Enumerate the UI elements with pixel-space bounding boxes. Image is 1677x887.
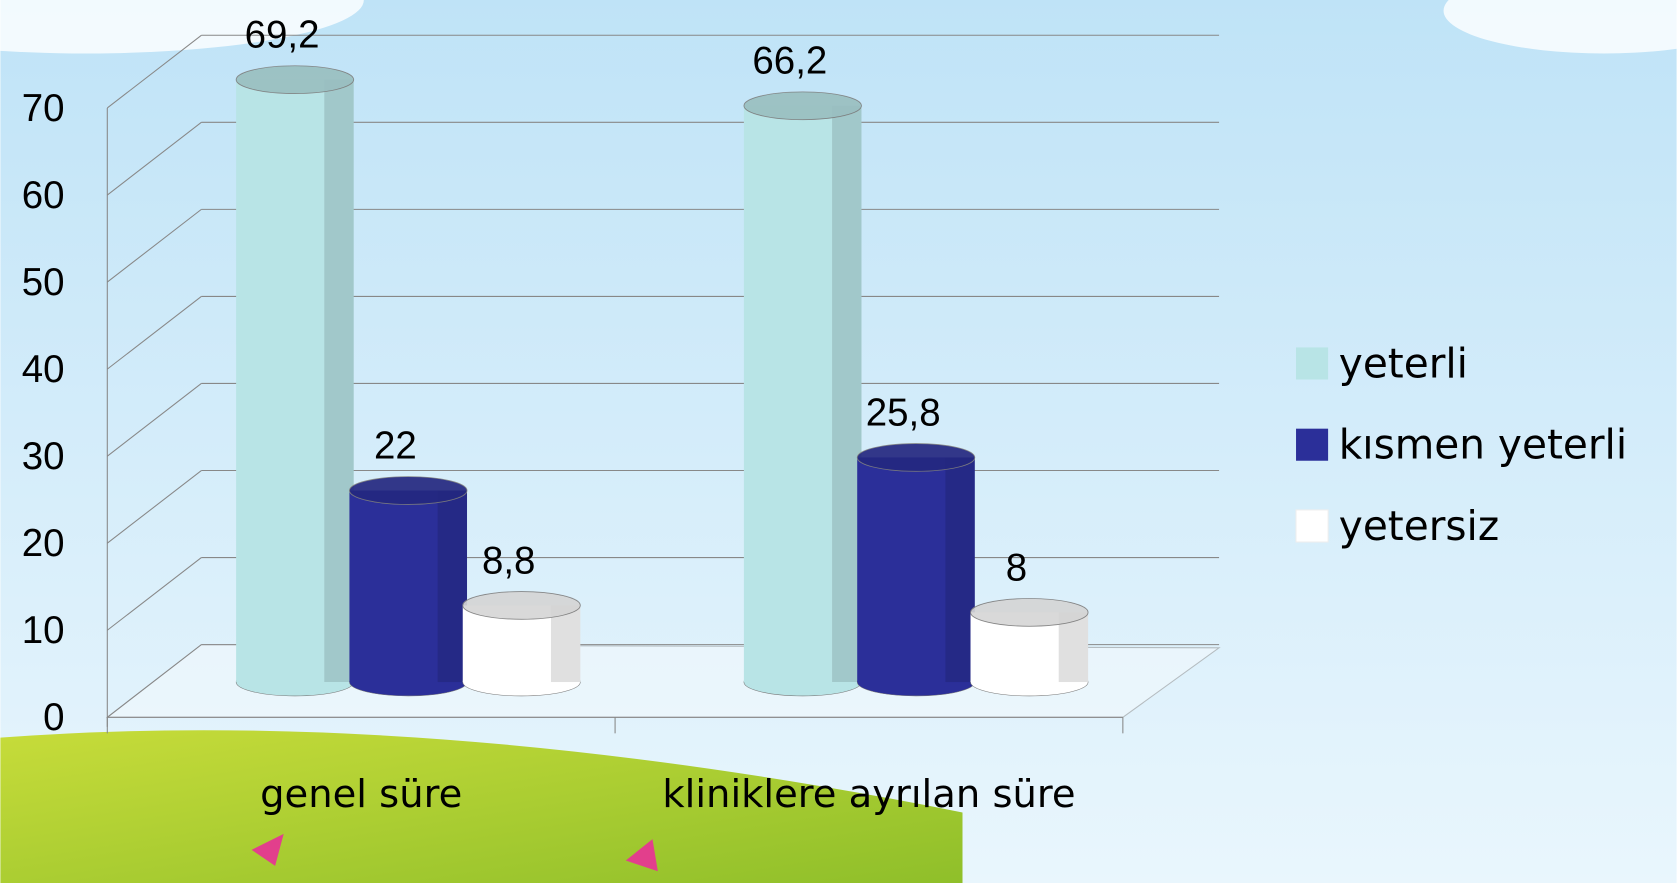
legend-label: yeterli <box>1339 339 1468 387</box>
value-label: 69,2 <box>245 14 320 57</box>
grid-line <box>106 295 202 370</box>
cylinder-body <box>349 490 468 683</box>
cylinder-top <box>743 91 862 121</box>
y-tick-label: 40 <box>22 348 65 391</box>
value-label: 25,8 <box>866 391 941 434</box>
grid-line <box>106 208 202 283</box>
value-label: 8,8 <box>482 539 535 582</box>
cylinder-top <box>462 591 581 620</box>
cylinder-body <box>236 79 354 683</box>
cylinder-body <box>857 457 975 683</box>
y-tick-label: 50 <box>22 261 65 304</box>
cylinder-shade <box>832 105 862 683</box>
cylinder-top <box>349 476 468 505</box>
y-tick-label: 10 <box>22 609 65 652</box>
hill <box>0 730 963 883</box>
value-label: 22 <box>374 424 417 467</box>
cylinder-shade <box>945 457 975 683</box>
cylinder-top <box>235 65 355 94</box>
legend-label: yetersiz <box>1339 502 1499 550</box>
legend: yeterli kısmen yeterli yetersiz <box>1295 339 1627 550</box>
grid-line <box>106 644 202 718</box>
cylinder-top-shade <box>462 591 581 620</box>
cylinder-top-shade <box>857 443 975 472</box>
x-tick-label: genel süre <box>260 772 463 817</box>
cylinder-top-shade <box>743 91 862 120</box>
y-tick-label: 0 <box>43 696 64 739</box>
value-label: 8 <box>1006 546 1027 589</box>
cylinder-top <box>970 598 1089 627</box>
cylinder-top-shade <box>970 598 1089 627</box>
cylinder-shade <box>324 79 354 683</box>
grid-line <box>106 557 202 631</box>
cylinder-shade <box>550 605 581 683</box>
cylinder-body <box>743 105 862 683</box>
grid-line <box>106 34 202 109</box>
cylinder-top-shade <box>236 65 354 94</box>
legend-swatch <box>1296 347 1329 380</box>
x-tick-label: kliniklere ayrılan süre <box>662 772 1076 817</box>
legend-swatch <box>1296 428 1329 461</box>
x-tick-wrap: kliniklere ayrılan süre <box>662 772 1076 817</box>
grid-line <box>106 470 202 544</box>
cylinder-top <box>856 443 976 472</box>
legend-label: kısmen yeterli <box>1339 421 1627 469</box>
value-label: 66,2 <box>752 40 827 83</box>
legend-swatch <box>1295 509 1329 543</box>
cloud <box>1443 0 1677 54</box>
cloud <box>0 0 364 54</box>
y-tick-label: 20 <box>22 522 65 565</box>
grid-line <box>106 121 202 196</box>
cylinder-shade <box>437 490 468 683</box>
x-tick-wrap: genel süre <box>260 772 463 817</box>
grid-line <box>106 383 202 457</box>
y-tick-label: 70 <box>22 87 65 130</box>
y-tick-label: 30 <box>22 435 65 478</box>
y-tick-label: 60 <box>22 174 65 217</box>
cylinder-top-shade <box>349 476 468 505</box>
